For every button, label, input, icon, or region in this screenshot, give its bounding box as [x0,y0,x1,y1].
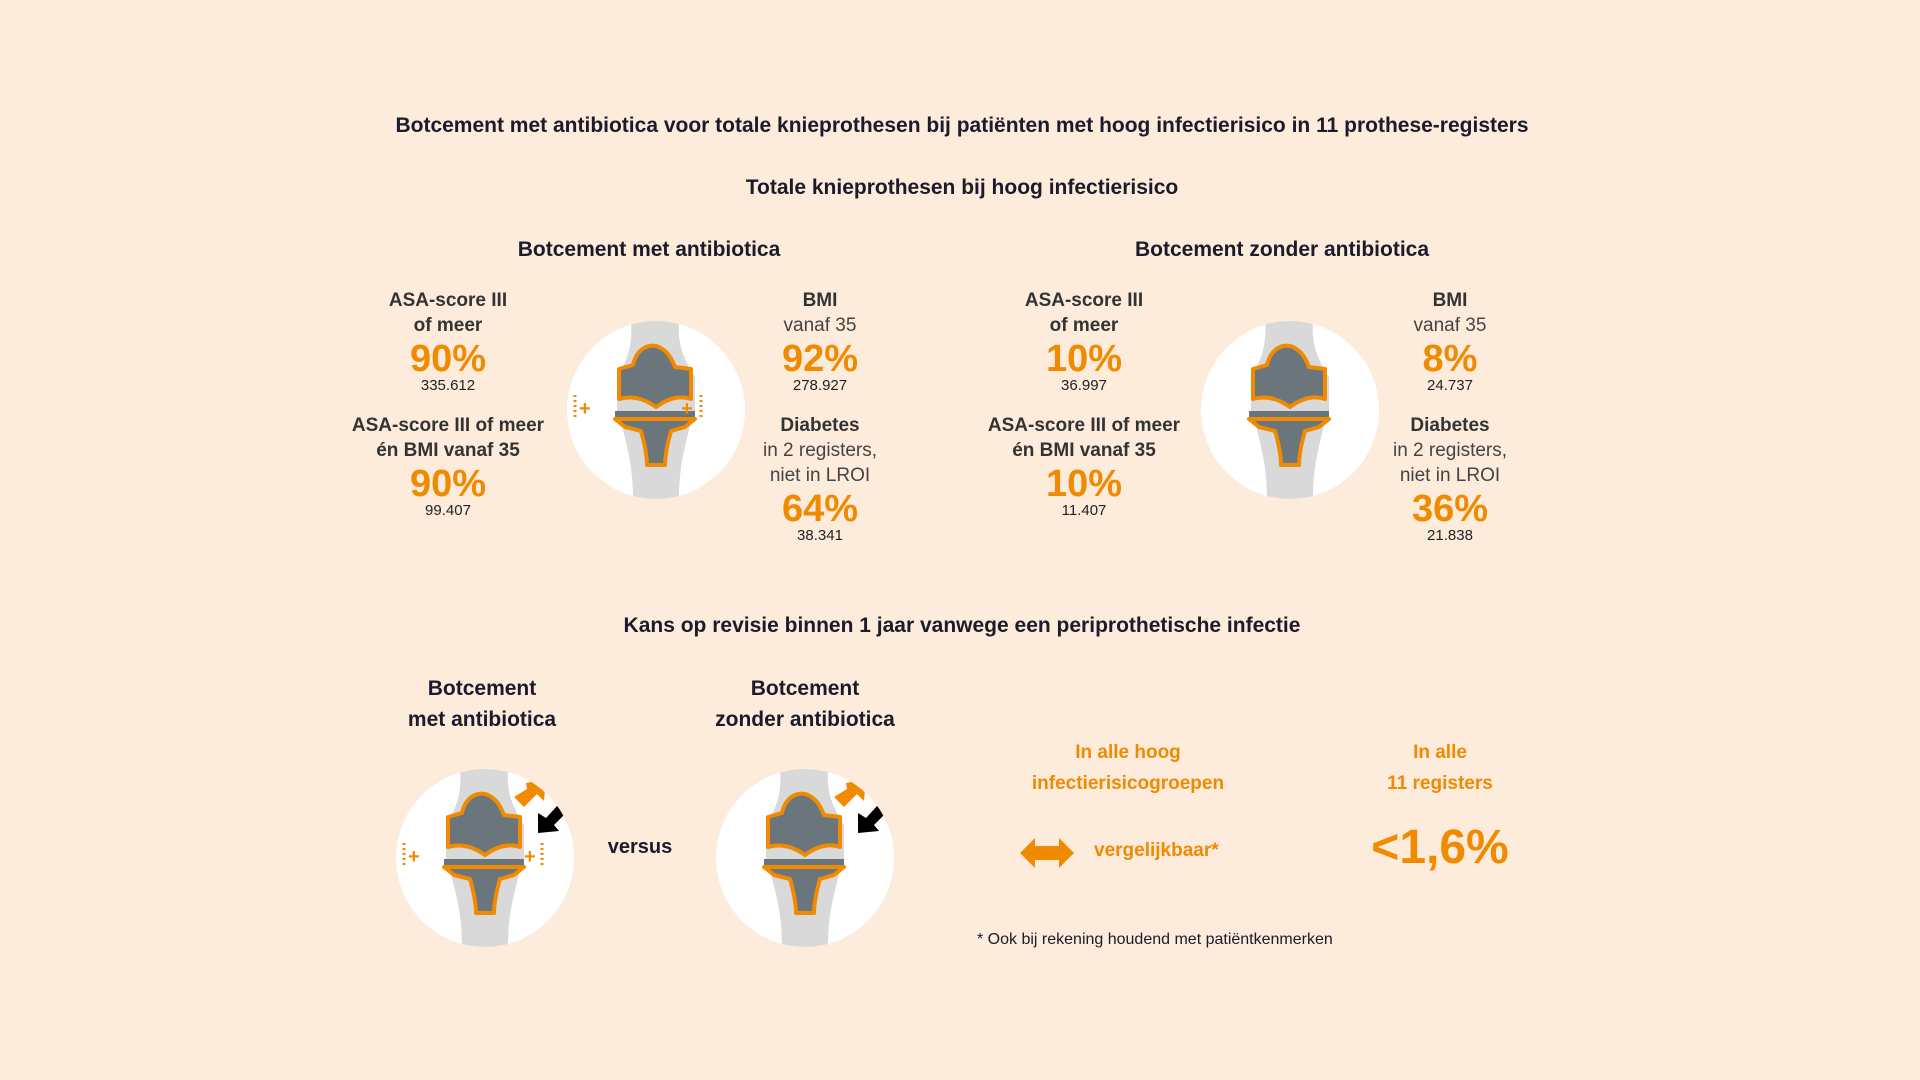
stat-percent: 64% [781,488,859,530]
stat-count: 36.997 [1061,377,1107,394]
stat-percent: 8% [1422,338,1478,380]
stat-diabetes: Diabetes in 2 registers, niet in LROI 36… [1320,413,1580,544]
stat-label: vanaf 35 [783,315,857,336]
svg-text:+: + [681,398,693,420]
revision-left-label: Botcement met antibiotica [352,673,612,735]
stat-percent: 36% [1411,488,1489,530]
stat-bmi: BMI vanaf 35 8% 24.737 [1320,288,1580,394]
stat-label: ASA-score III of meer [987,415,1181,436]
plus-icon: + [681,395,703,420]
double-arrow-icon [1020,838,1074,868]
registers-value: <1,6% [1371,821,1509,874]
stat-label: BMI [802,290,838,311]
knee-implant-illustration: + + [567,321,745,499]
stat-label: ASA-score III [388,290,508,311]
stat-count: 24.737 [1427,377,1473,394]
up-arrow-icon [514,779,546,807]
label-line: Botcement [427,677,537,700]
stat-percent: 10% [1045,463,1123,505]
svg-text:+: + [408,846,420,868]
stat-asa-bmi: ASA-score III of meer én BMI vanaf 35 10… [954,413,1214,519]
stat-count: 21.838 [1427,527,1473,544]
stat-label: of meer [413,315,483,336]
stat-diabetes: Diabetes in 2 registers, niet in LROI 64… [690,413,950,544]
stat-label: in 2 registers, [762,440,878,461]
plus-icon: + [402,843,420,868]
stat-label: ASA-score III [1024,290,1144,311]
stat-percent: 92% [781,338,859,380]
stat-percent: 90% [409,338,487,380]
stat-label: ASA-score III of meer [351,415,545,436]
svg-text:+: + [579,398,591,420]
stat-count: 278.927 [792,377,848,394]
stat-label: Diabetes [780,415,860,436]
stat-asa-bmi: ASA-score III of meer én BMI vanaf 35 90… [318,413,578,519]
plus-icon: + [524,843,544,868]
stat-percent: 90% [409,463,487,505]
stat-asa: ASA-score III of meer 90% 335.612 [318,288,578,394]
group-heading-without-antibiotics: Botcement zonder antibiotica [1134,238,1430,261]
revision-heading: Kans op revisie binnen 1 jaar vanwege ee… [623,614,1301,637]
label-line: infectierisicogroepen [1031,773,1225,794]
stat-count: 99.407 [425,502,471,519]
label-line: 11 registers [1387,773,1493,794]
up-arrow-icon [834,779,866,807]
svg-text:+: + [524,846,536,868]
comparable-value: vergelijkbaar* [1094,840,1219,861]
subtitle: Totale knieprothesen bij hoog infectieri… [745,176,1179,199]
knee-implant-illustration [716,769,894,947]
label-line: zonder antibiotica [715,708,895,731]
label-line: In alle hoog [1075,742,1181,763]
stat-bmi: BMI vanaf 35 92% 278.927 [690,288,950,394]
stat-label: niet in LROI [1399,465,1501,486]
stat-label: én BMI vanaf 35 [1012,440,1156,461]
versus-label: versus [607,836,673,858]
stat-label: Diabetes [1410,415,1490,436]
stat-asa: ASA-score III of meer 10% 36.997 [954,288,1214,394]
label-line: Botcement [750,677,860,700]
stat-label: niet in LROI [769,465,871,486]
label-line: met antibiotica [407,708,557,731]
down-arrow-icon [538,805,566,833]
label-line: In alle [1413,742,1467,763]
stat-count: 335.612 [420,377,476,394]
plus-icon: + [573,395,591,420]
down-arrow-icon [858,805,886,833]
stat-label: én BMI vanaf 35 [376,440,520,461]
col2-label: In alle 11 registers [1300,737,1580,799]
stat-percent: 10% [1045,338,1123,380]
footnote: * Ook bij rekening houdend met patiëntke… [977,931,1333,948]
knee-implant-illustration [1201,321,1379,499]
stat-count: 38.341 [797,527,843,544]
revision-right-label: Botcement zonder antibiotica [675,673,935,735]
knee-implant-illustration: + + [396,769,574,947]
stat-label: in 2 registers, [1392,440,1508,461]
main-title: Botcement met antibiotica voor totale kn… [395,114,1529,137]
stat-label: BMI [1432,290,1468,311]
stat-label: vanaf 35 [1413,315,1487,336]
col1-label: In alle hoog infectierisicogroepen [988,737,1268,799]
stat-count: 11.407 [1061,502,1107,519]
stat-label: of meer [1049,315,1119,336]
group-heading-with-antibiotics: Botcement met antibiotica [517,238,781,261]
